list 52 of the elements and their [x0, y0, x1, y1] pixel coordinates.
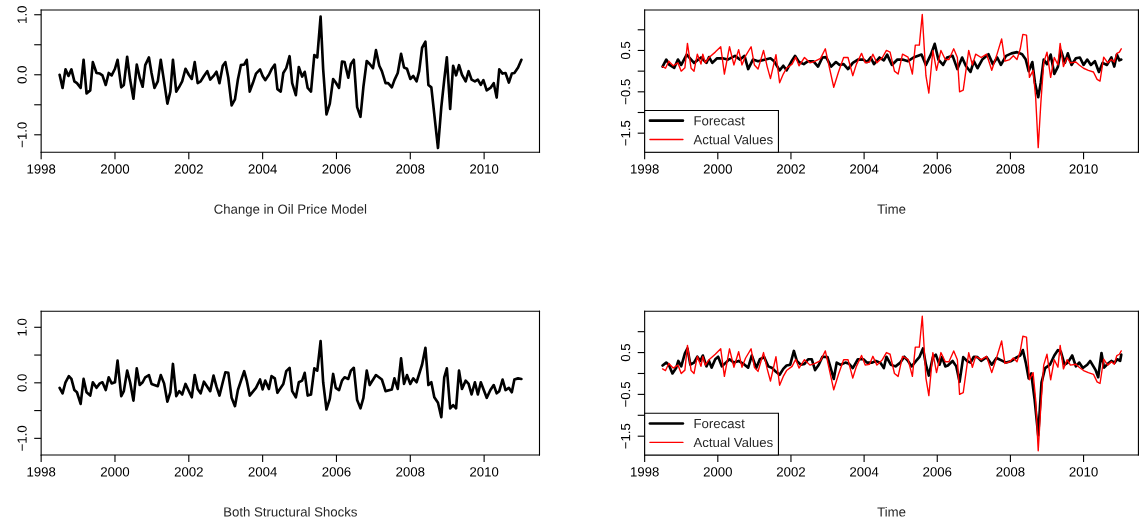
- legend-label: Actual Values: [693, 437, 773, 448]
- x-tick-label: 1998: [27, 164, 56, 174]
- x-tick-label: 2000: [703, 467, 732, 477]
- x-tick-label: 2000: [100, 164, 130, 174]
- legend-label: Forecast: [694, 116, 745, 126]
- y-tick-label: −1.5: [621, 120, 631, 146]
- x-tick-label: 2008: [396, 467, 425, 477]
- x-tick-label: 2008: [996, 164, 1025, 174]
- y-tick-label: 0.0: [17, 374, 27, 392]
- x-tick-label: 2006: [322, 164, 351, 174]
- y-tick-label: 0.5: [620, 41, 631, 60]
- x-tick-label: 2002: [174, 467, 203, 477]
- x-axis-title: Change in Oil Price Model: [214, 204, 367, 217]
- x-tick-label: 2008: [396, 164, 425, 174]
- x-tick-label: 2010: [1069, 467, 1098, 477]
- x-tick-label: 2000: [100, 467, 130, 477]
- x-tick-label: 2010: [470, 467, 499, 477]
- line-series: [661, 315, 1122, 452]
- x-tick-label: 1998: [630, 467, 659, 477]
- legend-label: Actual Values: [693, 134, 773, 145]
- x-tick-label: 2006: [923, 467, 952, 477]
- x-tick-label: 2004: [248, 164, 277, 174]
- x-axis-title: Time: [877, 506, 906, 517]
- x-tick-label: 2008: [996, 467, 1025, 477]
- y-tick-label: 1.0: [17, 318, 27, 336]
- x-tick-label: 2000: [703, 164, 732, 174]
- x-tick-label: 2004: [850, 467, 879, 477]
- y-tick-label: 1.0: [17, 6, 27, 23]
- x-tick-label: 2002: [174, 164, 203, 174]
- x-tick-label: 2004: [248, 467, 277, 477]
- line-series: [58, 339, 523, 419]
- legend-label: Forecast: [694, 419, 745, 429]
- line-series: [661, 13, 1122, 149]
- y-tick-label: −1.0: [17, 122, 27, 148]
- x-axis-title: Both Structural Shocks: [224, 506, 357, 517]
- x-tick-label: 2002: [776, 467, 805, 477]
- y-tick-label: −0.5: [620, 79, 631, 105]
- x-tick-label: 2010: [1069, 164, 1098, 174]
- x-tick-label: 2002: [776, 164, 805, 174]
- y-tick-label: 0.0: [17, 66, 27, 84]
- y-tick-label: −1.0: [17, 425, 27, 451]
- x-tick-label: 1998: [27, 467, 56, 477]
- x-tick-label: 1998: [630, 164, 659, 174]
- x-axis-title: Time: [877, 204, 906, 214]
- x-tick-label: 2006: [322, 467, 351, 477]
- line-series: [58, 15, 523, 150]
- x-tick-label: 2010: [470, 164, 499, 174]
- x-tick-label: 2004: [850, 164, 879, 174]
- y-tick-label: −1.5: [621, 423, 631, 449]
- x-tick-label: 2006: [923, 164, 952, 174]
- y-tick-label: 0.5: [620, 343, 631, 362]
- y-tick-label: −0.5: [620, 381, 631, 407]
